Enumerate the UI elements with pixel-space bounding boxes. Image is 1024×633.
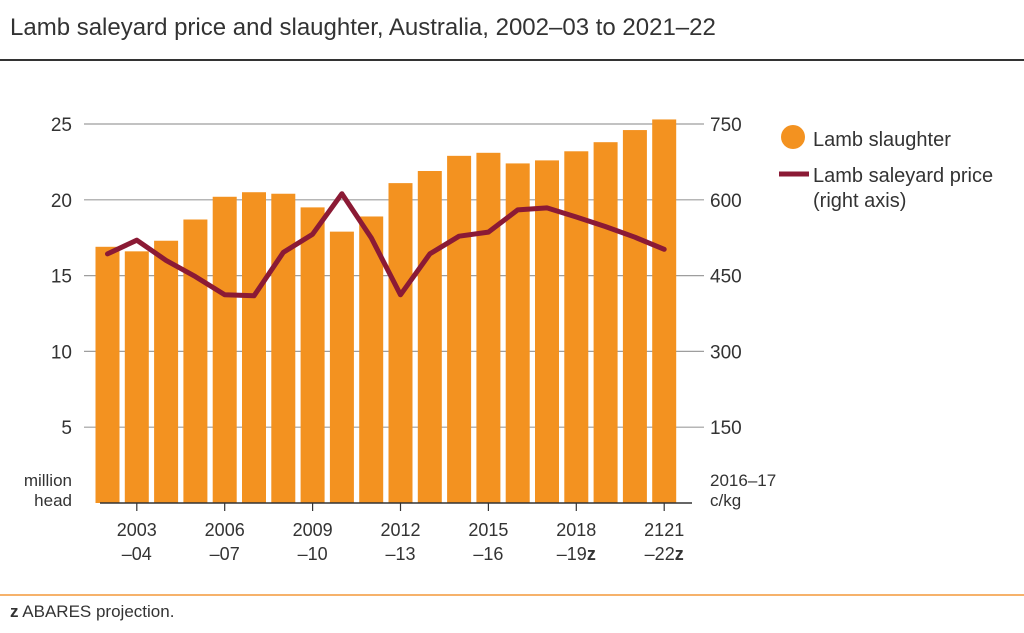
price-line: [105, 191, 667, 299]
bar-lamb-slaughter: [300, 207, 325, 503]
x-tick-label: 2018: [556, 520, 596, 540]
x-tick-label: 2012: [380, 520, 420, 540]
bar-lamb-slaughter: [359, 216, 384, 503]
bar-lamb-slaughter: [564, 151, 589, 503]
footnote: z ABARES projection.: [10, 602, 174, 622]
left-tick-label: 5: [61, 418, 72, 439]
bar-lamb-slaughter: [271, 193, 296, 503]
axes: 5 10 15 20 25 150 300 450 600 750 2003 –04 2006 –07 20…: [24, 115, 776, 564]
x-tick-label: –04: [122, 544, 152, 564]
x-tick-label: –22z: [645, 544, 684, 564]
right-tick-label: 750: [710, 115, 742, 136]
bar-lamb-slaughter: [447, 155, 472, 503]
left-tick-label: 10: [51, 342, 72, 363]
right-axis-unit: 2016–17: [710, 471, 776, 490]
x-tick-label: 2009: [293, 520, 333, 540]
title-rule: [0, 59, 1024, 61]
left-tick-label: 15: [51, 267, 72, 288]
x-tick-label: 2015: [468, 520, 508, 540]
legend-swatch-slaughter: [781, 125, 805, 149]
footnote-marker: z: [10, 602, 19, 621]
footnote-text: ABARES projection.: [18, 602, 175, 621]
bar-lamb-slaughter: [417, 170, 442, 503]
bar-lamb-slaughter: [505, 163, 530, 503]
legend-label-slaughter: Lamb slaughter: [813, 129, 951, 151]
bar-lamb-slaughter: [593, 142, 618, 503]
line-lamb-saleyard-price: [105, 191, 667, 299]
x-tick-label: 2121: [644, 520, 684, 540]
chart: 5 10 15 20 25 150 300 450 600 750 2003 –04 2006 –07 20…: [24, 115, 993, 564]
bar-lamb-slaughter: [652, 119, 677, 503]
x-tick-label: 2003: [117, 520, 157, 540]
right-tick-label: 450: [710, 267, 742, 288]
legend: Lamb slaughter Lamb saleyard price (righ…: [779, 125, 993, 212]
bar-lamb-slaughter: [329, 231, 354, 504]
x-tick-label: –19z: [557, 544, 596, 564]
footnote-rule: [0, 594, 1024, 596]
bar-lamb-slaughter: [95, 246, 120, 503]
legend-label-price-axis: (right axis): [813, 190, 906, 212]
left-tick-label: 25: [51, 115, 72, 136]
bar-lamb-slaughter: [622, 130, 647, 503]
x-tick-label: –07: [210, 544, 240, 564]
right-tick-label: 150: [710, 418, 742, 439]
bar-lamb-slaughter: [535, 160, 559, 503]
bar-lamb-slaughter: [183, 219, 208, 503]
legend-label-price: Lamb saleyard price: [813, 165, 993, 187]
bar-lamb-slaughter: [388, 183, 413, 503]
x-tick-label: 2006: [205, 520, 245, 540]
bar-lamb-slaughter: [212, 196, 237, 503]
x-tick-label: –10: [298, 544, 328, 564]
right-tick-label: 300: [710, 342, 742, 363]
right-axis-unit: c/kg: [710, 491, 741, 510]
bar-lamb-slaughter: [242, 192, 266, 503]
bar-lamb-slaughter: [154, 240, 179, 503]
x-tick-label: –13: [385, 544, 415, 564]
x-tick-label: –16: [473, 544, 503, 564]
bar-lamb-slaughter: [124, 251, 149, 503]
right-tick-label: 600: [710, 191, 742, 212]
left-axis-unit: head: [34, 491, 72, 510]
bars: [95, 119, 677, 504]
bar-lamb-slaughter: [476, 152, 501, 503]
left-tick-label: 20: [51, 191, 72, 212]
left-axis-unit: million: [24, 471, 72, 490]
chart-title: Lamb saleyard price and slaughter, Austr…: [10, 14, 716, 41]
